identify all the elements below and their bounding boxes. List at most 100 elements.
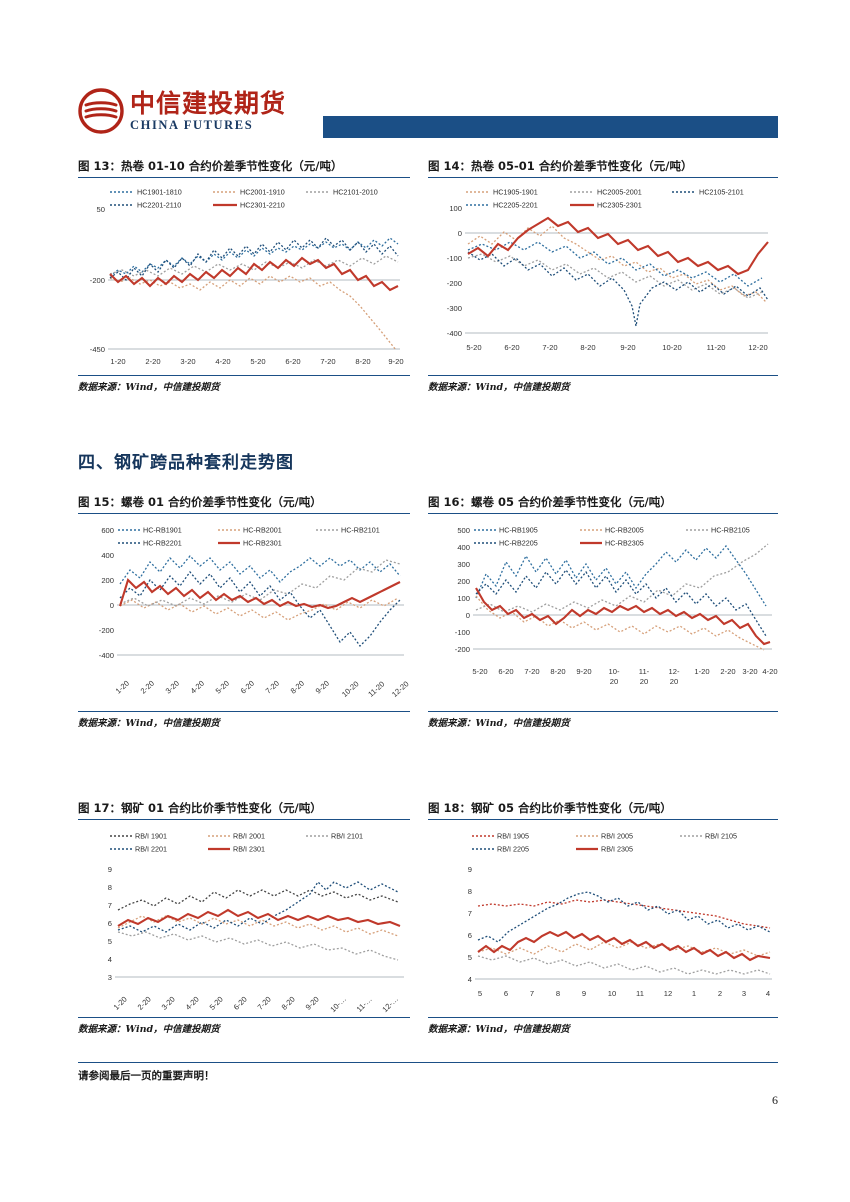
- svg-text:-450: -450: [90, 345, 105, 354]
- svg-text:3-20: 3-20: [180, 357, 195, 366]
- figure-17: 图 17：钢矿 01 合约比价季节性变化（元/吨） RB/I 1901 RB/I…: [78, 800, 410, 1035]
- svg-text:50: 50: [97, 205, 105, 214]
- svg-text:RB/I 2005: RB/I 2005: [601, 832, 633, 841]
- svg-text:8: 8: [468, 887, 472, 896]
- figure-16-chart: HC-RB1905 HC-RB2005 HC-RB2105 HC-RB2205 …: [428, 514, 778, 709]
- svg-text:HC2101-2010: HC2101-2010: [333, 188, 378, 197]
- svg-text:9-20: 9-20: [304, 995, 321, 1012]
- svg-text:9: 9: [108, 865, 112, 874]
- figure-14: 图 14：热卷 05-01 合约价差季节性变化（元/吨） HC1905-1901…: [428, 158, 778, 393]
- svg-text:10-…: 10-…: [328, 994, 348, 1014]
- svg-text:7: 7: [530, 989, 534, 998]
- svg-text:HC-RB2205: HC-RB2205: [499, 539, 538, 548]
- svg-text:8: 8: [556, 989, 560, 998]
- svg-text:0: 0: [466, 611, 470, 620]
- svg-text:6-20: 6-20: [498, 667, 513, 676]
- svg-text:6: 6: [504, 989, 508, 998]
- svg-text:9: 9: [468, 865, 472, 874]
- svg-text:1-20: 1-20: [110, 357, 125, 366]
- svg-text:7-20: 7-20: [256, 995, 273, 1012]
- figure-15-source: 数据来源：Wind，中信建投期货: [78, 711, 410, 729]
- svg-text:6-20: 6-20: [285, 357, 300, 366]
- svg-text:HC2001-1910: HC2001-1910: [240, 188, 285, 197]
- svg-text:RB/I 2301: RB/I 2301: [233, 845, 265, 854]
- svg-text:20: 20: [640, 677, 648, 686]
- svg-text:8-20: 8-20: [280, 995, 297, 1012]
- svg-text:2-20: 2-20: [720, 667, 735, 676]
- svg-text:-300: -300: [447, 304, 462, 313]
- svg-text:3: 3: [108, 973, 112, 982]
- svg-text:0: 0: [110, 601, 114, 610]
- svg-text:9-20: 9-20: [576, 667, 591, 676]
- svg-text:8-20: 8-20: [580, 343, 595, 352]
- svg-text:6-20: 6-20: [504, 343, 519, 352]
- brand-name-cn: 中信建投期货: [130, 88, 287, 118]
- svg-text:HC-RB2201: HC-RB2201: [143, 539, 182, 548]
- svg-text:9: 9: [582, 989, 586, 998]
- figure-15-chart: HC-RB1901 HC-RB2001 HC-RB2101 HC-RB2201 …: [78, 514, 410, 709]
- svg-text:3: 3: [742, 989, 746, 998]
- svg-text:HC-RB2101: HC-RB2101: [341, 526, 380, 535]
- svg-text:4: 4: [108, 955, 112, 964]
- svg-text:HC-RB1901: HC-RB1901: [143, 526, 182, 535]
- figure-18-caption: 图 18：钢矿 05 合约比价季节性变化（元/吨）: [428, 800, 778, 820]
- svg-text:100: 100: [457, 594, 470, 603]
- svg-text:6: 6: [108, 919, 112, 928]
- svg-text:600: 600: [101, 526, 114, 535]
- figure-13-source: 数据来源：Wind，中信建投期货: [78, 375, 410, 393]
- svg-text:3-20: 3-20: [742, 667, 757, 676]
- svg-text:9-20: 9-20: [314, 679, 331, 696]
- svg-text:200: 200: [457, 577, 470, 586]
- svg-text:1: 1: [692, 989, 696, 998]
- svg-text:4-20: 4-20: [189, 679, 206, 696]
- figure-14-source: 数据来源：Wind，中信建投期货: [428, 375, 778, 393]
- svg-text:5-20: 5-20: [472, 667, 487, 676]
- svg-text:12-20: 12-20: [390, 679, 410, 699]
- svg-text:HC-RB2301: HC-RB2301: [243, 539, 282, 548]
- figure-17-source: 数据来源：Wind，中信建投期货: [78, 1017, 410, 1035]
- svg-text:5: 5: [468, 953, 472, 962]
- svg-text:4-20: 4-20: [215, 357, 230, 366]
- svg-text:RB/I 2101: RB/I 2101: [331, 832, 363, 841]
- svg-text:HC2005-2001: HC2005-2001: [597, 188, 642, 197]
- svg-text:4-20: 4-20: [184, 995, 201, 1012]
- header-accent-bar: [323, 116, 778, 138]
- svg-text:HC2201-2110: HC2201-2110: [137, 201, 181, 210]
- svg-text:HC2305-2301: HC2305-2301: [597, 201, 642, 210]
- svg-text:500: 500: [457, 526, 470, 535]
- svg-text:5-20: 5-20: [214, 679, 231, 696]
- figure-16-caption: 图 16：螺卷 05 合约价差季节性变化（元/吨）: [428, 494, 778, 514]
- svg-text:7-20: 7-20: [542, 343, 557, 352]
- svg-text:8: 8: [108, 883, 112, 892]
- svg-text:1-20: 1-20: [694, 667, 709, 676]
- svg-text:3-20: 3-20: [164, 679, 181, 696]
- svg-text:5: 5: [478, 989, 482, 998]
- svg-text:RB/I 1905: RB/I 1905: [497, 832, 529, 841]
- svg-text:1-20: 1-20: [114, 679, 131, 696]
- svg-text:5-20: 5-20: [208, 995, 225, 1012]
- svg-text:-200: -200: [455, 645, 470, 654]
- svg-text:-400: -400: [99, 651, 114, 660]
- svg-text:RB/I 2305: RB/I 2305: [601, 845, 633, 854]
- svg-text:12-: 12-: [669, 667, 680, 676]
- svg-text:1-20: 1-20: [112, 995, 129, 1012]
- figure-14-caption: 图 14：热卷 05-01 合约价差季节性变化（元/吨）: [428, 158, 778, 178]
- logo-mark-icon: [78, 88, 124, 134]
- figure-17-caption: 图 17：钢矿 01 合约比价季节性变化（元/吨）: [78, 800, 410, 820]
- svg-text:11-: 11-: [639, 667, 650, 676]
- page-header: 中信建投期货 CHINA FUTURES: [78, 88, 778, 143]
- svg-text:8-20: 8-20: [289, 679, 306, 696]
- svg-text:6-20: 6-20: [239, 679, 256, 696]
- svg-text:-100: -100: [455, 628, 470, 637]
- svg-text:11-…: 11-…: [355, 995, 374, 1014]
- svg-text:11: 11: [636, 989, 644, 998]
- svg-text:6-20: 6-20: [232, 995, 249, 1012]
- svg-text:11-20: 11-20: [707, 343, 726, 352]
- svg-text:RB/I 2001: RB/I 2001: [233, 832, 265, 841]
- page-number: 6: [772, 1093, 778, 1107]
- figure-13-caption: 图 13：热卷 01-10 合约价差季节性变化（元/吨）: [78, 158, 410, 178]
- svg-text:2-20: 2-20: [136, 995, 153, 1012]
- svg-text:300: 300: [457, 560, 470, 569]
- svg-text:4: 4: [766, 989, 770, 998]
